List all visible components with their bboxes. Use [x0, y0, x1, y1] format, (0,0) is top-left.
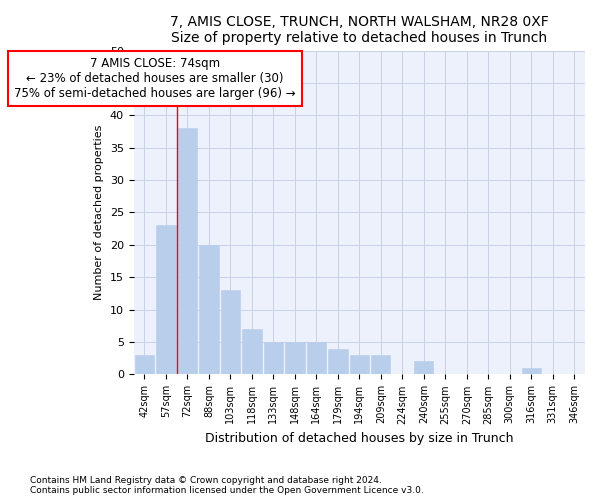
Bar	[285, 342, 305, 374]
Bar	[178, 128, 197, 374]
Bar	[350, 355, 369, 374]
Bar	[328, 348, 347, 374]
Y-axis label: Number of detached properties: Number of detached properties	[94, 125, 104, 300]
Bar	[135, 355, 154, 374]
Title: 7, AMIS CLOSE, TRUNCH, NORTH WALSHAM, NR28 0XF
Size of property relative to deta: 7, AMIS CLOSE, TRUNCH, NORTH WALSHAM, NR…	[170, 15, 549, 45]
Bar	[199, 245, 218, 374]
Bar	[371, 355, 391, 374]
Text: 7 AMIS CLOSE: 74sqm
← 23% of detached houses are smaller (30)
75% of semi-detach: 7 AMIS CLOSE: 74sqm ← 23% of detached ho…	[14, 57, 296, 100]
Bar	[414, 362, 433, 374]
Bar	[242, 329, 262, 374]
Text: Contains HM Land Registry data © Crown copyright and database right 2024.
Contai: Contains HM Land Registry data © Crown c…	[30, 476, 424, 495]
Bar	[521, 368, 541, 374]
Bar	[221, 290, 240, 374]
X-axis label: Distribution of detached houses by size in Trunch: Distribution of detached houses by size …	[205, 432, 514, 445]
Bar	[156, 226, 176, 374]
Bar	[263, 342, 283, 374]
Bar	[307, 342, 326, 374]
